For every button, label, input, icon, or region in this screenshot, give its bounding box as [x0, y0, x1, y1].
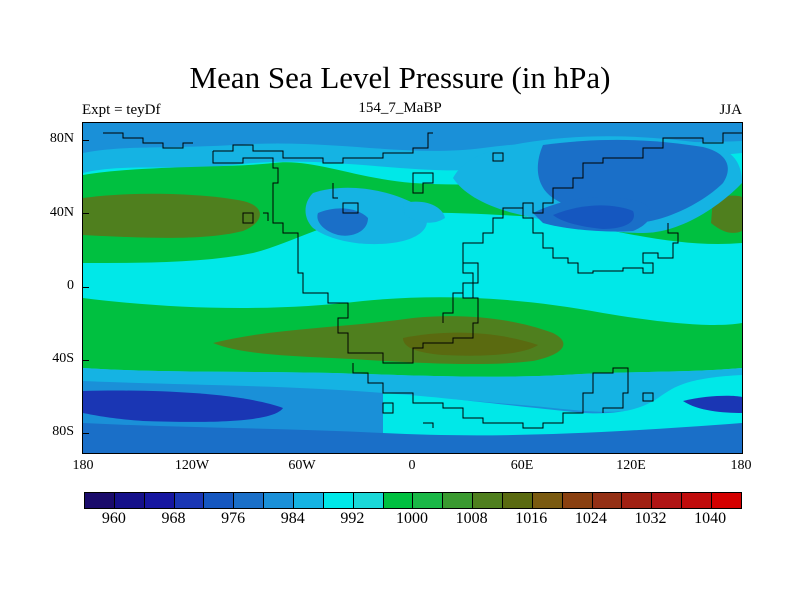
colorbar-label: 1008	[455, 510, 488, 527]
x-axis-label: 120E	[616, 458, 646, 473]
colorbar-swatch	[323, 493, 354, 508]
x-axis-label: 60W	[288, 458, 316, 473]
contour-band	[403, 332, 538, 356]
colorbar-label: 1040	[694, 510, 727, 527]
colorbar	[84, 492, 742, 509]
map-panel	[82, 122, 743, 454]
continent-outline	[213, 132, 433, 164]
time-slice-label: 154_7_MaBP	[358, 100, 442, 116]
continent-outline	[352, 363, 629, 429]
contour-band	[553, 205, 634, 229]
experiment-label: Expt = teyDf	[82, 102, 161, 118]
colorbar-swatch	[114, 493, 145, 508]
colorbar-swatch	[592, 493, 623, 508]
contour-band	[711, 195, 742, 233]
y-axis-label: 40N	[49, 205, 74, 220]
colorbar-label: 1000	[396, 510, 428, 527]
x-axis-label: 120W	[174, 458, 210, 473]
colorbar-label: 1032	[634, 510, 667, 527]
colorbar-label: 984	[280, 510, 305, 527]
y-axis-label: 80S	[52, 424, 74, 439]
colorbar-swatch	[443, 493, 474, 508]
colorbar-label: 1024	[574, 510, 607, 527]
continent-outline	[103, 132, 193, 149]
continent-outline	[522, 203, 679, 274]
colorbar-swatch	[174, 493, 205, 508]
map-title: Mean Sea Level Pressure (in hPa)	[189, 60, 611, 95]
contour-band	[83, 123, 742, 153]
colorbar-swatch	[622, 493, 653, 508]
colorbar-swatch	[85, 493, 115, 508]
colorbar-swatch	[682, 493, 713, 508]
colorbar-swatch	[712, 493, 741, 508]
colorbar-label: 992	[340, 510, 365, 527]
y-tick	[82, 140, 89, 141]
season-label: JJA	[719, 102, 742, 118]
y-tick	[82, 360, 89, 361]
colorbar-swatch	[353, 493, 384, 508]
colorbar-swatch	[383, 493, 414, 508]
continent-outline	[242, 183, 359, 224]
continent-outline	[263, 152, 504, 221]
colorbar-swatch	[473, 493, 504, 508]
y-tick	[82, 213, 89, 214]
x-axis-label: 180	[72, 458, 94, 473]
colorbar-swatch	[503, 493, 533, 508]
colorbar-swatch	[413, 493, 444, 508]
y-axis-label: 0	[67, 278, 74, 293]
y-tick	[82, 287, 89, 288]
colorbar-swatch	[652, 493, 683, 508]
x-axis-label: 60E	[510, 458, 534, 473]
colorbar-swatch	[264, 493, 295, 508]
colorbar-swatch	[144, 493, 175, 508]
continent-outline	[212, 132, 742, 364]
colorbar-label: 976	[221, 510, 246, 527]
y-axis-label: 80N	[49, 131, 74, 146]
colorbar-label: 968	[161, 510, 186, 527]
continent-outlines	[103, 132, 742, 429]
colorbar-swatch	[234, 493, 265, 508]
pressure-field	[83, 123, 742, 453]
colorbar-swatch	[204, 493, 235, 508]
colorbar-swatch	[532, 493, 563, 508]
contour-band	[683, 395, 742, 413]
x-axis-label: 0	[408, 458, 416, 473]
colorbar-label: 960	[101, 510, 126, 527]
y-axis-label: 40S	[52, 351, 74, 366]
colorbar-label: 1016	[515, 510, 548, 527]
continent-outline	[442, 263, 474, 323]
contour-band	[403, 201, 445, 223]
continent-outline	[412, 172, 434, 194]
contour-band	[83, 390, 283, 422]
colorbar-swatch	[294, 493, 324, 508]
contour-band	[317, 208, 368, 236]
continent-outline	[382, 392, 654, 428]
y-tick	[82, 433, 89, 434]
x-axis-label: 180	[730, 458, 752, 473]
contour-band	[83, 423, 742, 453]
contour-band	[83, 193, 260, 238]
colorbar-swatch	[562, 493, 593, 508]
